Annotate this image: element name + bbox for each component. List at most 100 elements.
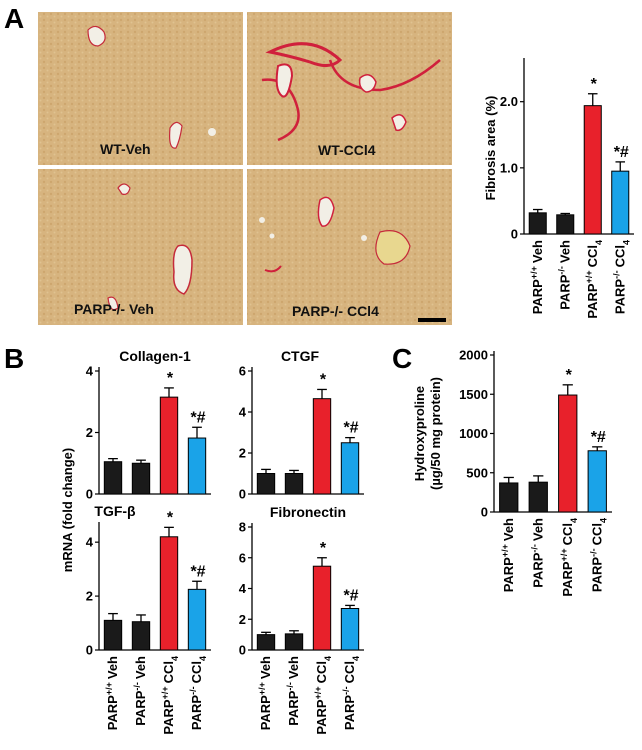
- category-label-parp-veh: PARP+/+Veh: [500, 518, 516, 592]
- category-label-parp-ccl4: PARP+/+CCl4: [584, 240, 604, 319]
- bar: [558, 394, 578, 513]
- significance-marker: *#: [343, 420, 358, 437]
- panel-b-shared-labels: mRNA (fold change) PARP+/+Veh PARP-/-Veh PA…: [60, 448, 361, 735]
- significance-marker: *: [320, 371, 327, 388]
- significance-marker: *: [320, 540, 327, 557]
- bar: [103, 619, 123, 651]
- panel-letter-a: A: [4, 3, 24, 34]
- chart-title: Fibronectin: [270, 504, 346, 520]
- significance-marker: *#: [343, 587, 358, 604]
- chart-title: TGF-β: [94, 503, 136, 519]
- category-label-parp-veh: PARP-/-Veh: [556, 240, 572, 310]
- y-tick-label: 2: [239, 612, 246, 627]
- y-axis-label: (µg/50 mg protein): [428, 377, 443, 490]
- micrograph-label-parp-veh: PARP-/- Veh: [74, 301, 154, 317]
- bar: [312, 565, 332, 651]
- chart-hydroxyproline: 0 500 1000 1500 2000 * *# Hydroxyproline (µg/50 …: [412, 348, 612, 597]
- bar: [256, 473, 276, 495]
- bar: [187, 588, 207, 651]
- y-tick-label: 500: [466, 465, 488, 480]
- bar: [587, 450, 607, 513]
- category-label-parp-veh: PARP+/+Veh: [104, 656, 120, 730]
- y-axis-label: mRNA (fold change): [60, 448, 75, 572]
- bar: [528, 481, 548, 513]
- category-label-parp-veh: PARP-/-Veh: [132, 656, 148, 726]
- category-label-parp-ccl4: PARP+/+CCl4: [313, 656, 333, 735]
- chart-collagen-1: 0 2 4 * *# Collagen-1: [86, 348, 211, 502]
- chart-ctgf: 0 2 4 6 * *# CTGF: [239, 348, 364, 502]
- bar: [499, 482, 519, 513]
- y-tick-label: 0: [511, 227, 518, 242]
- bar: [528, 212, 547, 235]
- micrograph-parp-veh: PARP-/- Veh: [38, 169, 243, 325]
- category-label-parp-veh: PARP-/-Veh: [285, 656, 301, 726]
- y-tick-label: 1500: [459, 387, 488, 402]
- panel-letter-b: B: [4, 343, 24, 374]
- category-label-parp-ccl4: PARP-/-CCl4: [188, 656, 208, 730]
- category-label-parp-ccl4: PARP-/-CCl4: [611, 240, 631, 314]
- y-tick-label: 2: [86, 425, 93, 440]
- y-axis-label: Hydroxyproline: [412, 386, 427, 481]
- category-label-parp-ccl4: PARP-/-CCl4: [588, 518, 608, 592]
- y-tick-label: 4: [86, 364, 94, 379]
- y-tick-label: 0: [239, 643, 246, 658]
- significance-marker: *#: [190, 409, 205, 426]
- micrograph-parp-ccl4: PARP-/- CCl4: [247, 169, 452, 325]
- bar: [611, 170, 630, 235]
- significance-marker: *#: [614, 144, 629, 161]
- y-tick-label: 4: [86, 535, 94, 550]
- category-label-parp-ccl4: PARP+/+CCl4: [160, 656, 180, 735]
- chart-fibrosis-area: 0 1.0 2.0 * *# Fibrosis area (%) PARP+/+Veh PAR…: [483, 58, 634, 319]
- bar: [583, 105, 602, 235]
- bar: [556, 214, 575, 235]
- significance-marker: *: [167, 509, 174, 526]
- significance-marker: *: [591, 76, 598, 93]
- bar: [103, 461, 123, 495]
- y-tick-label: 0: [86, 487, 93, 502]
- y-tick-label: 4: [239, 581, 247, 596]
- chart-fibronectin: 0 2 4 6 8 * *# Fibronectin: [239, 504, 364, 658]
- y-tick-label: 4: [239, 405, 247, 420]
- y-tick-label: 2.0: [500, 94, 518, 109]
- significance-marker: *: [566, 367, 573, 384]
- bar: [159, 396, 179, 495]
- category-label-parp-ccl4: PARP-/-CCl4: [341, 656, 361, 730]
- chart-title: CTGF: [281, 348, 320, 364]
- chart-tgf-beta: 0 2 4 * *# TGF-β: [86, 503, 211, 658]
- bar: [312, 398, 332, 495]
- y-tick-label: 6: [239, 364, 246, 379]
- category-label-parp-ccl4: PARP+/+CCl4: [559, 518, 579, 597]
- micrograph-label-wt-ccl4: WT-CCl4: [318, 142, 376, 158]
- significance-marker: *#: [591, 429, 606, 446]
- bar: [340, 607, 360, 651]
- bar: [159, 536, 179, 651]
- category-label-parp-veh: PARP+/+Veh: [257, 656, 273, 730]
- micrograph-label-parp-ccl4: PARP-/- CCl4: [292, 303, 379, 319]
- micrograph-label-wt-veh: WT-Veh: [100, 141, 151, 157]
- category-label-parp-veh: PARP+/+Veh: [529, 240, 545, 314]
- bar: [284, 473, 304, 495]
- bar: [284, 633, 304, 651]
- bar: [187, 437, 207, 495]
- y-tick-label: 0: [86, 643, 93, 658]
- y-tick-label: 0: [481, 505, 488, 520]
- y-axis-label: Fibrosis area (%): [483, 96, 498, 201]
- y-tick-label: 8: [239, 520, 246, 535]
- y-tick-label: 6: [239, 550, 246, 565]
- y-tick-label: 0: [239, 487, 246, 502]
- y-tick-label: 1000: [459, 426, 488, 441]
- y-tick-label: 2: [239, 446, 246, 461]
- panel-letter-c: C: [392, 343, 412, 374]
- micrograph-wt-ccl4: WT-CCl4: [247, 12, 452, 165]
- bar: [131, 621, 151, 651]
- bar: [131, 462, 151, 495]
- bar: [340, 442, 360, 495]
- micrograph-wt-veh: WT-Veh: [38, 12, 243, 165]
- category-label-parp-veh: PARP-/-Veh: [529, 518, 545, 588]
- significance-marker: *#: [190, 563, 205, 580]
- chart-title: Collagen-1: [119, 348, 191, 364]
- bar: [256, 634, 276, 651]
- y-tick-label: 2000: [459, 348, 488, 363]
- significance-marker: *: [167, 370, 174, 387]
